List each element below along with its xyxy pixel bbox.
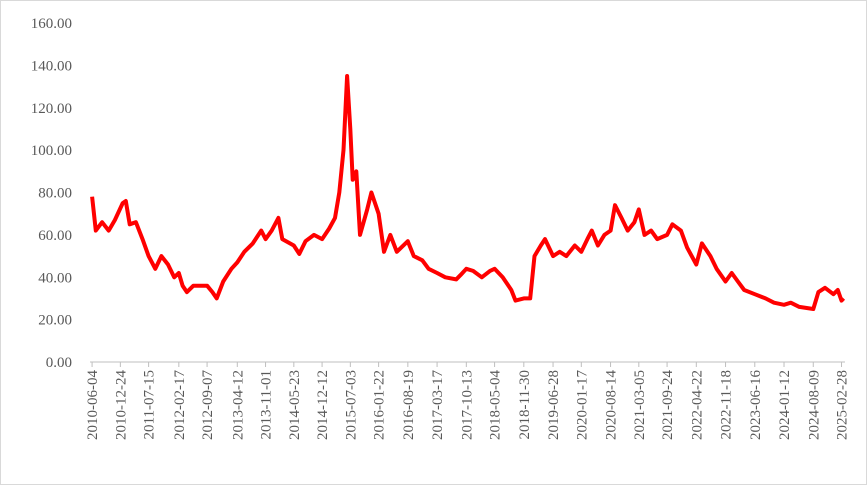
x-tick-label: 2022-04-22 xyxy=(689,370,705,440)
y-tick-label: 160.00 xyxy=(31,16,72,32)
x-tick-label: 2017-10-13 xyxy=(459,370,475,440)
x-tick-label: 2011-07-15 xyxy=(142,370,158,439)
x-tick-label: 2020-08-14 xyxy=(604,370,620,440)
x-tick-label: 2010-12-24 xyxy=(113,370,129,440)
x-tick-label: 2025-02-28 xyxy=(835,370,851,440)
y-tick-label: 120.00 xyxy=(31,101,72,117)
y-tick-label: 140.00 xyxy=(31,58,72,74)
x-tick-label: 2016-08-19 xyxy=(401,370,417,440)
x-tick-label: 2024-08-09 xyxy=(806,370,822,440)
x-tick-label: 2012-02-17 xyxy=(172,370,188,440)
x-tick-label: 2017-03-17 xyxy=(430,370,446,440)
x-tick-label: 2013-04-12 xyxy=(230,370,246,440)
y-tick-label: 20.00 xyxy=(38,313,72,329)
x-tick-label: 2016-01-22 xyxy=(372,370,388,440)
x-tick-label: 2021-09-24 xyxy=(660,370,676,440)
x-tick-label: 2020-01-17 xyxy=(574,370,590,440)
x-tick-label: 2010-06-04 xyxy=(85,370,101,440)
x-tick-label: 2014-12-12 xyxy=(315,370,331,440)
y-tick-label: 0.00 xyxy=(46,355,72,371)
x-tick-label: 2018-05-04 xyxy=(488,370,504,440)
x-tick-label: 2019-06-28 xyxy=(546,370,562,440)
data-line xyxy=(90,74,846,311)
x-tick-label: 2024-01-12 xyxy=(777,370,793,440)
x-tick-label: 2018-11-30 xyxy=(517,370,533,439)
x-tick-label: 2021-03-05 xyxy=(632,370,648,440)
x-tick-label: 2012-09-07 xyxy=(200,370,216,440)
x-tick-label: 2013-11-01 xyxy=(259,370,275,439)
y-tick-label: 80.00 xyxy=(38,186,72,202)
y-tick-label: 40.00 xyxy=(38,270,72,286)
x-tick-label: 2023-06-16 xyxy=(748,370,764,440)
x-tick-label: 2015-07-03 xyxy=(343,370,359,440)
y-tick-label: 60.00 xyxy=(38,228,72,244)
y-tick-label: 100.00 xyxy=(31,143,72,159)
x-tick-label: 2022-11-18 xyxy=(719,370,735,439)
x-tick-label: 2014-05-23 xyxy=(287,370,303,440)
